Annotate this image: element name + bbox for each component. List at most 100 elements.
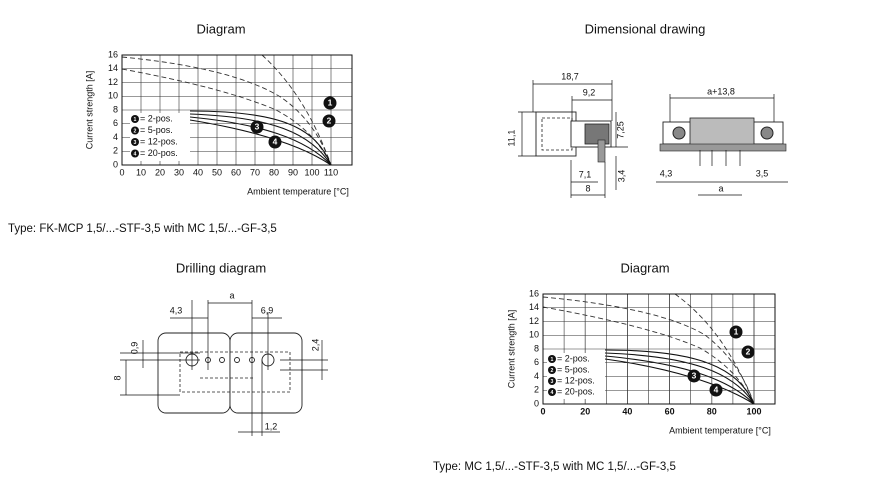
marker-number: 2 xyxy=(134,128,137,134)
x-tick-label: 30 xyxy=(174,167,184,177)
x-tick-label: 80 xyxy=(707,406,717,416)
x-axis-label: Ambient temperature [°C] xyxy=(669,425,771,435)
x-tick-label: 0 xyxy=(540,406,545,416)
y-tick-label: 8 xyxy=(113,104,118,114)
marker-dot xyxy=(131,149,139,158)
marker-dot xyxy=(131,126,139,135)
dimension-label: 2,4 xyxy=(310,339,320,352)
marker-number: 1 xyxy=(551,357,554,363)
marker-number: 4 xyxy=(551,390,554,396)
legend-label: = 2-pos. xyxy=(140,113,173,123)
legend-label: = 5-pos. xyxy=(140,125,173,135)
x-tick-label: 70 xyxy=(250,167,260,177)
curve-marker: 2 xyxy=(741,345,755,359)
curve-marker: 2 xyxy=(548,366,556,374)
y-tick-label: 10 xyxy=(108,91,118,101)
marker-number: 2 xyxy=(551,368,554,374)
dimension-label: 4,3 xyxy=(660,168,673,178)
curve-marker: 2 xyxy=(131,126,139,135)
curve-marker: 3 xyxy=(250,120,264,134)
y-axis-label: Current strength [A] xyxy=(84,71,94,150)
x-tick-label: 10 xyxy=(136,167,146,177)
plot-frame xyxy=(542,293,776,405)
dimension-label: 7,25 xyxy=(615,121,625,139)
curve-marker: 1 xyxy=(131,115,139,123)
marker-number: 4 xyxy=(273,137,278,147)
marker-dot xyxy=(548,366,556,374)
marker-dot xyxy=(729,325,743,339)
marker-number: 3 xyxy=(692,371,697,381)
curve-marker: 3 xyxy=(131,138,139,146)
marker-dot xyxy=(687,369,701,383)
y-tick-label: 12 xyxy=(108,77,118,87)
x-tick-label: 60 xyxy=(665,406,675,416)
curve-marker: 2 xyxy=(322,114,336,128)
legend-box xyxy=(130,113,190,161)
legend-label: = 12-pos. xyxy=(557,375,595,385)
y-tick-label: 2 xyxy=(113,146,118,156)
drilling-drawing xyxy=(120,300,328,436)
y-tick-label: 10 xyxy=(529,330,539,340)
marker-number: 3 xyxy=(551,379,554,385)
curve-marker: 1 xyxy=(729,325,743,339)
marker-dot xyxy=(268,135,282,149)
marker-number: 2 xyxy=(746,347,751,357)
dimension-label: 3,5 xyxy=(756,168,769,178)
curve-marker: 1 xyxy=(323,96,337,110)
curve-marker: 4 xyxy=(709,383,723,397)
y-tick-label: 4 xyxy=(534,371,539,381)
legend-label: = 12-pos. xyxy=(140,136,178,146)
x-tick-label: 20 xyxy=(155,167,165,177)
dimension-label: 8 xyxy=(112,375,122,380)
x-tick-label: 40 xyxy=(193,167,203,177)
curve-marker: 3 xyxy=(687,369,701,383)
y-tick-label: 0 xyxy=(113,159,118,169)
curve-marker: 4 xyxy=(268,135,282,149)
dimension-label: 0,9 xyxy=(129,342,139,355)
curve-marker: 1 xyxy=(548,355,556,363)
legend-label: = 5-pos. xyxy=(557,364,590,374)
marker-dot xyxy=(322,114,336,128)
y-tick-label: 14 xyxy=(529,302,539,312)
y-tick-label: 8 xyxy=(534,343,539,353)
x-tick-label: 80 xyxy=(269,167,279,177)
legend-label: = 20-pos. xyxy=(140,148,178,158)
x-tick-label: 20 xyxy=(580,406,590,416)
dimension-label: a xyxy=(718,183,723,193)
marker-dot xyxy=(741,345,755,359)
legend-label: = 20-pos. xyxy=(557,386,595,396)
drilling-title: Drilling diagram xyxy=(176,260,266,275)
dimension-label: 6,9 xyxy=(261,305,274,315)
marker-dot xyxy=(548,355,556,363)
type-caption: Type: MC 1,5/...-STF-3,5 with MC 1,5/...… xyxy=(433,461,676,473)
dimensional-drawing xyxy=(518,80,788,198)
x-tick-label: 110 xyxy=(324,167,338,177)
plot-frame xyxy=(121,54,353,166)
y-tick-label: 16 xyxy=(108,49,118,59)
marker-number: 2 xyxy=(327,116,332,126)
x-tick-label: 100 xyxy=(304,167,319,177)
marker-dot xyxy=(131,115,139,123)
dimension-label: 9,2 xyxy=(583,87,596,97)
dimension-label: 3,4 xyxy=(616,170,626,183)
diagram-title: Diagram xyxy=(196,21,245,36)
x-tick-label: 100 xyxy=(746,406,761,416)
marker-dot xyxy=(131,138,139,146)
y-tick-label: 6 xyxy=(534,357,539,367)
dimension-label: 4,3 xyxy=(170,305,183,315)
marker-number: 4 xyxy=(714,385,719,395)
x-axis-label: Ambient temperature [°C] xyxy=(247,186,349,196)
diagram-title: Diagram xyxy=(620,260,669,275)
y-tick-label: 12 xyxy=(529,316,539,326)
type-caption: Type: FK-MCP 1,5/...-STF-3,5 with MC 1,5… xyxy=(8,223,277,235)
marker-number: 4 xyxy=(134,151,137,157)
y-tick-label: 0 xyxy=(534,398,539,408)
curve-marker: 4 xyxy=(548,388,556,396)
marker-dot xyxy=(709,383,723,397)
legend-box xyxy=(547,353,605,399)
marker-number: 1 xyxy=(734,327,739,337)
marker-dot xyxy=(548,377,556,385)
dimension-label: 7,1 xyxy=(579,169,592,179)
dimension-label: 8 xyxy=(585,183,590,193)
